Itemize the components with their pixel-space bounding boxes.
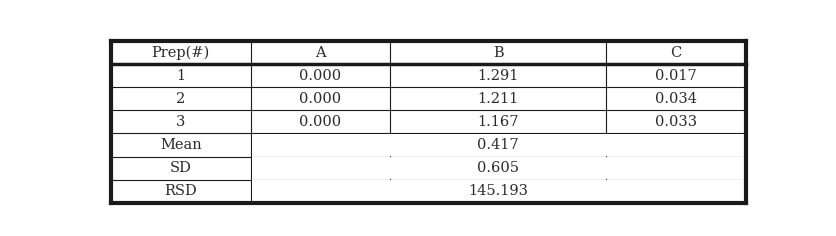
Bar <box>252 157 745 179</box>
Text: 0.000: 0.000 <box>299 92 342 106</box>
Text: C: C <box>670 46 681 60</box>
Bar <box>252 180 745 202</box>
Text: 0.017: 0.017 <box>655 69 697 83</box>
Text: B: B <box>493 46 503 60</box>
Text: 0.034: 0.034 <box>655 92 697 106</box>
Text: A: A <box>315 46 326 60</box>
Text: 0.417: 0.417 <box>477 138 519 152</box>
Text: 0.605: 0.605 <box>477 161 519 175</box>
Text: 145.193: 145.193 <box>468 184 528 198</box>
Text: 1: 1 <box>176 69 186 83</box>
Text: 3: 3 <box>176 115 186 129</box>
Text: 0.000: 0.000 <box>299 69 342 83</box>
Text: 0.033: 0.033 <box>655 115 697 129</box>
Bar <box>252 134 745 156</box>
Text: SD: SD <box>170 161 191 175</box>
Text: Mean: Mean <box>160 138 201 152</box>
Text: 1.211: 1.211 <box>477 92 519 106</box>
Text: 2: 2 <box>176 92 186 106</box>
Text: RSD: RSD <box>165 184 197 198</box>
Text: 1.291: 1.291 <box>477 69 519 83</box>
Text: Prep(#): Prep(#) <box>151 45 210 60</box>
Text: 0.000: 0.000 <box>299 115 342 129</box>
Text: 1.167: 1.167 <box>477 115 519 129</box>
